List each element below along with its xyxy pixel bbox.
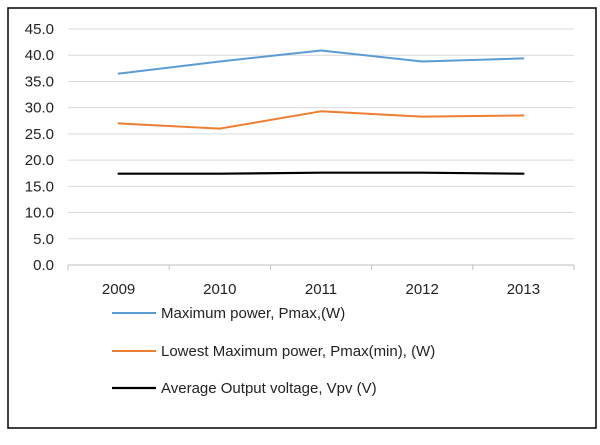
- legend-label-3: Average Output voltage, Vpv (V): [161, 380, 377, 397]
- legend-label-1: Maximum power, Pmax,(W): [161, 305, 345, 322]
- y-tick-label: 15.0: [25, 178, 54, 195]
- y-tick-label: 35.0: [25, 73, 54, 90]
- x-tick-label: 2010: [203, 281, 236, 298]
- y-tick-label: 25.0: [25, 126, 54, 143]
- y-tick-label: 10.0: [25, 205, 54, 222]
- chart-border: [8, 8, 596, 428]
- y-tick-label: 40.0: [25, 47, 54, 64]
- y-tick-label: 0.0: [33, 257, 54, 274]
- y-tick-label: 30.0: [25, 100, 54, 117]
- x-tick-label: 2012: [406, 281, 439, 298]
- y-tick-label: 20.0: [25, 152, 54, 169]
- x-tick-label: 2013: [507, 281, 540, 298]
- series-line-3: [119, 173, 524, 174]
- x-tick-label: 2011: [305, 281, 337, 298]
- x-tick-label: 2009: [102, 281, 135, 298]
- y-tick-label: 5.0: [33, 231, 54, 248]
- y-tick-label: 45.0: [25, 21, 54, 38]
- legend-label-2: Lowest Maximum power, Pmax(min), (W): [161, 343, 435, 360]
